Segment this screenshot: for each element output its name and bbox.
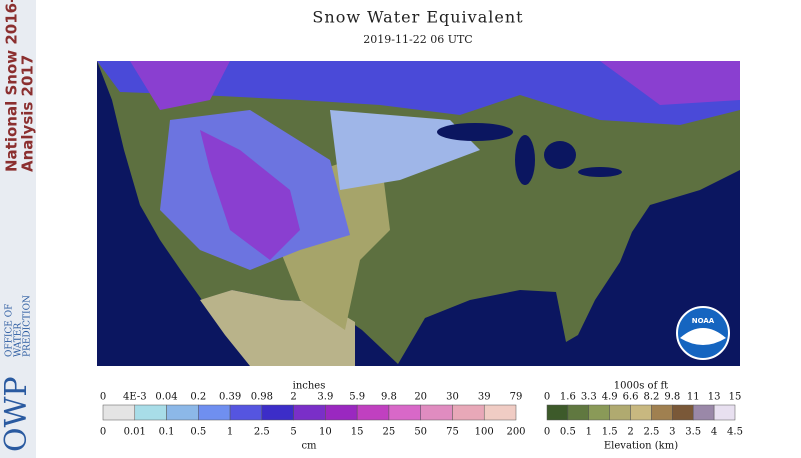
elev-swatch <box>609 404 631 421</box>
lake <box>515 135 535 185</box>
swe-bottom-label: 75 <box>446 427 459 438</box>
swe-bottom-label: 0.01 <box>124 427 146 438</box>
swe-swatch <box>134 404 167 421</box>
title: Snow Water Equivalent <box>312 8 523 27</box>
swe-top-label: 5.9 <box>349 392 365 403</box>
elev-top-label: 8.2 <box>643 392 659 403</box>
swe-swatch <box>420 404 453 421</box>
elev-bottom-label: 0 <box>544 427 550 438</box>
swe-swatch <box>102 404 136 421</box>
elev-top-label: 9.8 <box>664 392 680 403</box>
swe-swatch <box>452 404 485 421</box>
elev-bottom-label: 0.5 <box>560 427 576 438</box>
snow-deep <box>130 61 230 110</box>
swe-top-label: 39 <box>478 392 491 403</box>
elev-top-label: 3.3 <box>581 392 597 403</box>
snow-peaks <box>200 130 300 260</box>
swe-top-label: 0 <box>100 392 106 403</box>
subtitle: 2019-11-22 06 UTC <box>363 33 472 46</box>
swe-top-label: 3.9 <box>317 392 333 403</box>
swe-swatch <box>483 404 517 421</box>
elev-bottom-label: 3 <box>669 427 675 438</box>
elev-swatch <box>672 404 694 421</box>
swe-swatch <box>261 404 294 421</box>
swe-swatch <box>166 404 199 421</box>
swe-top-label: 0.39 <box>219 392 241 403</box>
sidebar-title: National Snow 2016- Analysis 2017 <box>3 0 37 172</box>
elev-swatch <box>692 404 715 421</box>
swe-top-label: 0.98 <box>251 392 273 403</box>
map: NOAA <box>97 61 740 366</box>
elev-bottom-label: 4.5 <box>727 427 743 438</box>
swe-top-label: 0.2 <box>190 392 206 403</box>
elev-bottom-label: 1.5 <box>602 427 618 438</box>
elev-swatch <box>588 404 610 421</box>
swe-bottom-label: 200 <box>506 427 525 438</box>
swe-swatch <box>356 404 390 421</box>
elev-top-unit: 1000s of ft <box>614 381 668 392</box>
lake <box>437 123 513 141</box>
snow-north <box>97 61 740 125</box>
swe-bottom-label: 25 <box>383 427 396 438</box>
lake <box>578 167 622 177</box>
office-line: PREDICTION <box>23 295 33 357</box>
snow-deep <box>600 61 740 105</box>
sidebar-title-line: National Snow 2016- <box>3 0 21 172</box>
elev-top-label: 1.6 <box>560 392 576 403</box>
elev-bottom-label: 2.5 <box>643 427 659 438</box>
elev-bottom-label: 2 <box>627 427 633 438</box>
elev-top-label: 13 <box>708 392 721 403</box>
elev-top-label: 15 <box>729 392 742 403</box>
swe-bottom-label: 1 <box>227 427 233 438</box>
swe-bottom-label: 100 <box>475 427 494 438</box>
swe-bottom-label: 15 <box>351 427 364 438</box>
owp-logo: OWP <box>0 376 34 452</box>
elev-bottom-label: 3.5 <box>685 427 701 438</box>
elev-top-label: 11 <box>687 392 700 403</box>
swe-top-label: 30 <box>446 392 459 403</box>
sidebar-title-line: Analysis 2017 <box>19 55 37 172</box>
sidebar <box>0 0 36 458</box>
swe-bottom-label: 10 <box>319 427 332 438</box>
elev-swatch <box>567 404 590 421</box>
swe-bottom-unit: cm <box>301 441 317 452</box>
swe-bottom-label: 0 <box>100 427 106 438</box>
elev-top-label: 4.9 <box>602 392 618 403</box>
elev-top-label: 6.6 <box>623 392 639 403</box>
lake <box>544 141 576 169</box>
elev-bottom-label: 4 <box>711 427 717 438</box>
swe-top-label: 0.04 <box>155 392 177 403</box>
swe-top-label: 9.8 <box>381 392 397 403</box>
elev-top-label: 0 <box>544 392 550 403</box>
swe-bottom-label: 0.5 <box>190 427 206 438</box>
noaa-text: NOAA <box>692 317 715 325</box>
swe-bottom-label: 5 <box>290 427 296 438</box>
swe-swatch <box>198 404 231 421</box>
swe-swatch <box>293 404 326 421</box>
swe-bottom-label: 50 <box>414 427 427 438</box>
noaa-bird <box>680 328 726 345</box>
office-line: OFFICE OF <box>5 304 15 357</box>
swe-swatch <box>388 404 421 421</box>
swe-top-label: 20 <box>414 392 427 403</box>
elev-swatch <box>713 404 736 421</box>
sidebar-office: OFFICE OF WATER PREDICTION <box>5 295 33 357</box>
swe-swatch <box>229 404 263 421</box>
swe-bottom-label: 0.1 <box>159 427 175 438</box>
elev-swatch <box>630 404 652 421</box>
elev-swatch <box>546 404 569 421</box>
swe-top-label: 2 <box>290 392 296 403</box>
swe-swatch <box>325 404 358 421</box>
office-line: WATER <box>14 323 24 357</box>
swe-top-label: 4E-3 <box>123 392 147 403</box>
elev-swatch <box>651 404 673 421</box>
swe-top-unit: inches <box>293 381 326 392</box>
swe-bottom-label: 2.5 <box>254 427 270 438</box>
elev-bottom-unit: Elevation (km) <box>604 441 678 452</box>
elev-bottom-label: 1 <box>586 427 592 438</box>
swe-top-label: 79 <box>510 392 523 403</box>
